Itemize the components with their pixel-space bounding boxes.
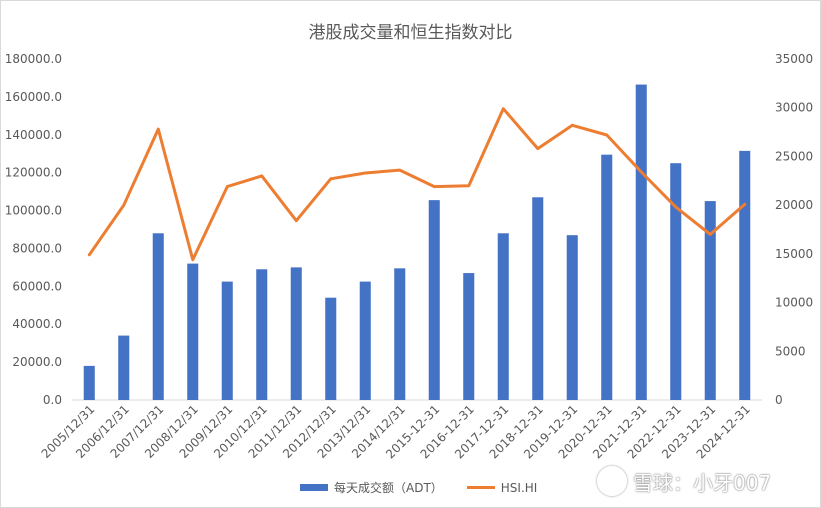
line-series [87,107,747,262]
right-tick-label: 25000 [775,149,813,163]
bar-adt [359,281,371,400]
left-tick-label: 120000.0 [5,166,62,180]
bar-adt [187,263,199,400]
left-tick-label: 160000.0 [5,90,62,104]
legend: 每天成交额（ADT） HSI.HI [300,479,561,496]
bar-adt [463,273,475,400]
right-axis-ticks: 0 5000 10000 15000 20000 25000 30000 35000 [775,52,813,407]
bar-adt [704,201,716,400]
bar-adt [601,154,613,400]
legend-label-adt: 每天成交额（ADT） [334,481,443,495]
legend-label-hsi: HSI.HI [500,480,538,495]
line-hsi [87,107,747,262]
x-axis-ticks: 2005/12/312006/12/312007/12/312008/12/31… [39,402,753,461]
left-tick-label: 60000.0 [12,279,62,293]
left-tick-label: 180000.0 [5,52,62,66]
bar-adt [428,200,440,400]
left-axis-ticks: 0.0 20000.0 40000.0 60000.0 80000.0 100000.0 1… [5,52,62,407]
bar-adt [497,233,509,400]
bar-adt [670,163,682,400]
bar-adt [118,335,130,400]
bar-adt [532,197,544,400]
legend-item-adt: 每天成交额（ADT） [300,479,443,496]
right-tick-label: 10000 [775,296,813,310]
bar-adt [83,365,95,400]
watermark-text: 雪球：小牙007 [633,470,772,495]
bar-adt [394,268,406,400]
bar-adt [325,297,337,400]
right-tick-label: 20000 [775,198,813,212]
left-tick-label: 80000.0 [12,241,62,255]
left-tick-label: 20000.0 [12,355,62,369]
bar-adt [290,267,302,400]
bar-adt [635,84,647,400]
bar-adt [221,281,233,400]
bar-adt [256,269,268,400]
left-tick-label: 140000.0 [5,128,62,142]
bar-adt [739,150,751,400]
legend-swatch-line [466,486,495,489]
right-tick-label: 35000 [775,52,813,66]
left-tick-label: 40000.0 [12,317,62,331]
bar-adt [566,235,578,400]
chart-title: 港股成交量和恒生指数对比 [308,23,513,43]
watermark: 雪球：小牙007 [597,466,771,496]
left-tick-label: 0.0 [43,393,62,407]
bar-adt [152,233,164,400]
xueqiu-logo-icon [597,466,627,496]
right-tick-label: 0 [775,393,783,407]
legend-item-hsi: HSI.HI [466,480,538,495]
right-tick-label: 5000 [775,344,806,358]
bar-series [83,84,751,400]
right-tick-label: 30000 [775,101,813,115]
left-tick-label: 100000.0 [5,204,62,218]
right-tick-label: 15000 [775,247,813,261]
legend-swatch-bar [300,484,328,491]
